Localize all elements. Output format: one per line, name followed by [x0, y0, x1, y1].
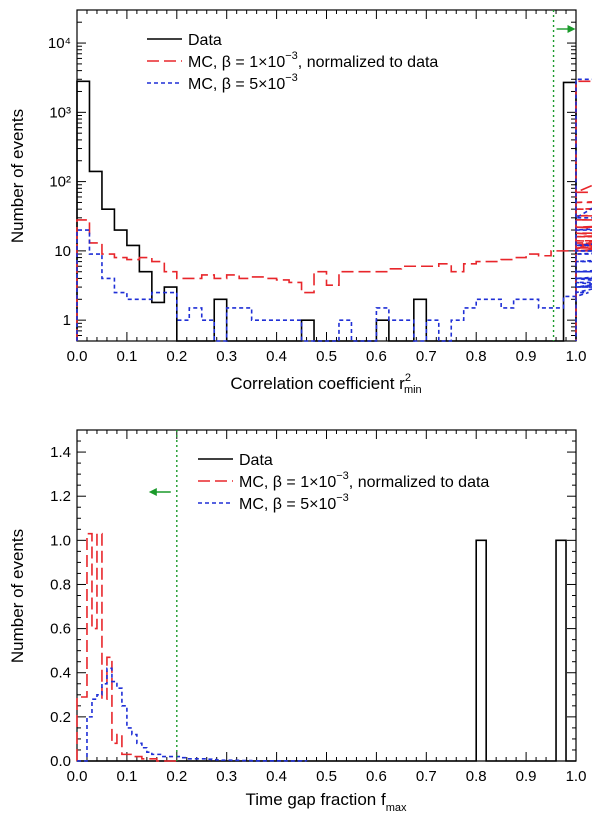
series-mc1-histogram: [76, 532, 177, 762]
y-tick-label: 1.4: [50, 444, 71, 461]
bottom-panel: 0.0 0.1 0.2 0.3 0.4 0.5 0.6 0.7 0.8 0.9 1.0 0.0 0.2…: [8, 429, 587, 814]
x-tick-label: 0.1: [116, 768, 137, 785]
x-tick-label: 0.8: [466, 768, 487, 785]
x-tick-label: 0.2: [166, 348, 187, 365]
y-tick-label: 1.2: [50, 488, 71, 505]
x-tick-label: 0.2: [166, 768, 187, 785]
bottom-cut: [148, 430, 178, 761]
x-tick-label: 0.8: [466, 348, 487, 365]
top-x-ticks: 0.0 0.1 0.2 0.3 0.4 0.5 0.6 0.7 0.8 0.9 1.0: [67, 10, 587, 365]
x-tick-label: 0.1: [116, 348, 137, 365]
x-tick-label: 0.0: [67, 348, 88, 365]
x-tick-label: 0.3: [216, 768, 237, 785]
bottom-legend: Data MC, β = 1×10−3, normalized to data …: [198, 452, 489, 513]
x-tick-label: 0.9: [516, 348, 537, 365]
x-tick-label: 1.0: [566, 768, 587, 785]
top-panel: 0.0 0.1 0.2 0.3 0.4 0.5 0.6 0.7 0.8 0.9 1.0 1 10 10²…: [8, 9, 592, 396]
x-tick-label: 0.6: [366, 768, 387, 785]
bottom-y-ticks: 0.0 0.2 0.4 0.6 0.8 1.0 1.2 1.4: [50, 440, 576, 770]
top-y-axis-label: Number of events: [8, 109, 27, 243]
y-tick-label: 0.4: [50, 665, 71, 682]
series-mc2-histogram: [77, 667, 308, 762]
series-data-histogram: [76, 80, 577, 342]
x-tick-label: 1.0: [566, 348, 587, 365]
x-tick-label: 0.0: [67, 768, 88, 785]
y-tick-label: 10²: [49, 174, 71, 191]
series-data-histogram: [77, 539, 576, 762]
cut-arrow-head: [148, 488, 157, 496]
x-tick-label: 0.3: [216, 348, 237, 365]
y-tick-label: 0.6: [50, 621, 71, 638]
x-tick-label: 0.7: [416, 348, 437, 365]
cut-arrow-head: [567, 25, 576, 33]
x-tick-label: 0.6: [366, 348, 387, 365]
top-series: [76, 78, 592, 342]
x-tick-label: 0.9: [516, 768, 537, 785]
top-legend: Data MC, β = 1×10−3, normalized to data …: [147, 32, 438, 93]
legend-label-data: Data: [188, 32, 222, 49]
x-tick-label: 0.4: [266, 768, 287, 785]
x-tick-label: 0.7: [416, 768, 437, 785]
y-tick-label: 0.0: [50, 753, 71, 770]
y-tick-label: 0.2: [50, 709, 71, 726]
bottom-y-axis-label: Number of events: [8, 529, 27, 663]
x-tick-label: 0.4: [266, 348, 287, 365]
top-y-ticks: 1 10 10² 10³ 10⁴: [48, 9, 576, 342]
bottom-x-ticks: 0.0 0.1 0.2 0.3 0.4 0.5 0.6 0.7 0.8 0.9 1.0: [67, 430, 587, 785]
y-tick-label: 10³: [49, 104, 71, 121]
y-tick-label: 0.8: [50, 576, 71, 593]
legend-label-mc1: MC, β = 1×10−3, normalized to data: [239, 470, 489, 491]
y-tick-label: 10⁴: [48, 35, 71, 52]
bottom-x-axis-label: Time gap fraction fmax: [246, 790, 407, 814]
legend-label-mc1: MC, β = 1×10−3, normalized to data: [188, 50, 438, 71]
y-tick-label: 1: [63, 312, 71, 329]
y-tick-label: 10: [54, 243, 71, 260]
legend-label-mc2: MC, β = 5×10−3: [188, 72, 298, 93]
x-tick-label: 0.5: [316, 348, 337, 365]
x-tick-label: 0.5: [316, 768, 337, 785]
legend-label-data: Data: [239, 452, 273, 469]
series-mc1-histogram: [76, 80, 592, 341]
top-x-axis-label: Correlation coefficient r2 min: [230, 372, 421, 396]
legend-label-mc2: MC, β = 5×10−3: [239, 492, 349, 513]
top-cut: [552, 10, 576, 341]
y-tick-label: 1.0: [50, 532, 71, 549]
bottom-series: [76, 532, 576, 762]
